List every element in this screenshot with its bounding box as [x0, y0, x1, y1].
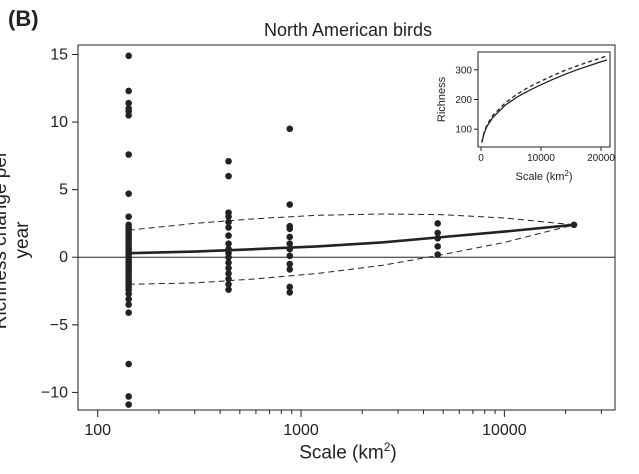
fit-line — [128, 223, 575, 255]
x-tick-label: 10000 — [482, 422, 527, 439]
x-tick-label: 1000 — [283, 422, 319, 439]
data-point — [125, 151, 132, 158]
y-tick-label: −5 — [50, 317, 68, 334]
data-point — [225, 218, 232, 226]
data-point — [125, 301, 132, 308]
data-point — [225, 172, 232, 180]
inset-x-axis-label-superscript: 2 — [564, 169, 569, 178]
x-axis-label-superscript: 2 — [383, 440, 391, 454]
x-axis-label: Scale (km2) — [248, 440, 448, 464]
data-point — [286, 233, 294, 241]
data-point — [125, 87, 132, 95]
inset-x-tick-label: 20000 — [587, 153, 615, 164]
inset-solid-curve — [481, 59, 608, 143]
inset-frame — [477, 51, 611, 148]
data-point — [225, 232, 232, 239]
data-point — [125, 111, 132, 119]
data-point — [125, 213, 132, 220]
inset-y-tick-label: 200 — [455, 95, 472, 106]
data-point — [225, 213, 232, 220]
plot-frame — [77, 44, 616, 411]
y-tick-label: −10 — [41, 384, 68, 401]
panel-label: (B) — [8, 6, 39, 31]
data-point — [225, 157, 232, 165]
data-point — [125, 290, 132, 298]
data-point — [225, 286, 232, 293]
data-point — [434, 243, 441, 250]
data-point — [225, 264, 232, 272]
data-point — [225, 270, 232, 277]
data-point — [286, 225, 294, 233]
y-tick-label: 10 — [50, 114, 68, 131]
data-point — [125, 295, 132, 303]
data-point — [225, 280, 232, 288]
data-point — [434, 220, 441, 227]
inset-y-axis-label: Richness — [436, 76, 448, 122]
data-point — [286, 289, 294, 296]
data-point — [286, 283, 294, 291]
data-point — [125, 99, 132, 107]
data-point — [125, 360, 132, 368]
data-point — [286, 266, 294, 273]
y-tick-label: 15 — [50, 46, 68, 63]
y-tick-label: 5 — [59, 182, 68, 199]
data-point — [125, 309, 132, 316]
data-point — [434, 235, 441, 242]
data-point — [225, 259, 232, 266]
data-point — [125, 401, 132, 408]
x-tick-label: 100 — [84, 422, 111, 439]
upper-confidence-band — [128, 213, 575, 231]
data-point — [570, 221, 578, 229]
data-point — [286, 260, 294, 268]
data-point — [286, 252, 294, 260]
data-point — [286, 245, 294, 253]
inset-y-tick-label: 300 — [455, 65, 472, 76]
inset-x-axis-label-close: ) — [569, 171, 573, 183]
data-point — [434, 229, 441, 237]
inset-x-tick-label: 10000 — [527, 153, 555, 164]
data-point — [286, 125, 294, 133]
chart-title: North American birds — [263, 20, 433, 40]
data-point — [225, 275, 232, 283]
x-axis-label-text: Scale (km — [299, 442, 384, 464]
lower-confidence-band — [128, 224, 575, 285]
data-point — [125, 393, 132, 400]
inset-x-axis-label: Scale (km2) — [515, 169, 572, 183]
data-point — [125, 52, 132, 60]
data-point — [225, 240, 232, 248]
data-point — [125, 190, 132, 198]
y-tick-label: 0 — [59, 249, 68, 266]
data-point — [286, 201, 294, 208]
x-axis-label-close: ) — [390, 442, 397, 464]
data-point — [286, 240, 294, 248]
inset-y-tick-label: 100 — [455, 125, 472, 136]
data-point — [225, 224, 232, 231]
data-point — [434, 251, 441, 258]
inset-x-tick-label: 0 — [478, 153, 484, 164]
data-point — [225, 253, 232, 261]
